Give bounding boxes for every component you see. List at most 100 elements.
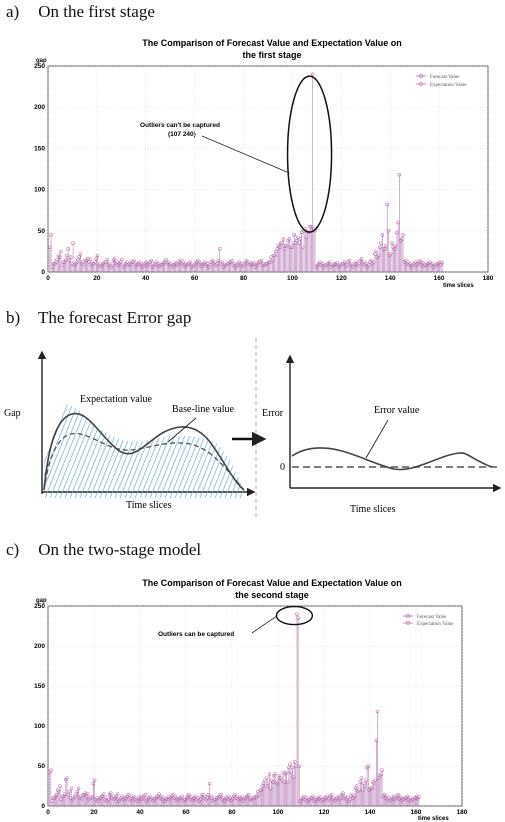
y-tick-label: 50	[38, 763, 46, 770]
data-point	[254, 263, 259, 268]
data-point	[406, 260, 410, 264]
data-point	[138, 794, 143, 799]
data-point	[149, 258, 154, 263]
data-point	[249, 261, 254, 266]
y-tick-label: 0	[41, 269, 45, 276]
data-point	[68, 796, 73, 800]
data-point	[228, 796, 233, 800]
data-point	[59, 797, 63, 802]
data-point	[292, 233, 297, 237]
y-tick-label: 200	[34, 104, 45, 111]
data-point	[355, 784, 359, 788]
data-point	[266, 260, 271, 264]
data-point	[56, 788, 60, 792]
data-point	[288, 762, 292, 767]
data-point	[242, 262, 246, 267]
data-point	[418, 258, 422, 263]
data-point	[249, 796, 253, 800]
data-point	[318, 260, 322, 264]
data-point	[191, 263, 195, 268]
data-point	[352, 263, 356, 268]
data-point	[304, 796, 308, 800]
data-point	[325, 261, 330, 266]
data-point	[379, 241, 383, 245]
data-point	[66, 247, 70, 251]
data-point	[407, 796, 412, 800]
data-point	[329, 793, 334, 797]
data-point	[380, 233, 385, 237]
data-point	[349, 261, 354, 266]
data-point	[196, 796, 200, 800]
data-point	[367, 263, 371, 268]
data-point	[332, 261, 337, 266]
x-tick-label: 180	[483, 275, 494, 282]
data-point	[394, 796, 398, 800]
data-point	[117, 261, 122, 266]
data-point	[219, 793, 223, 797]
data-point	[268, 786, 273, 791]
y-tick-label: 150	[34, 145, 45, 152]
data-point	[230, 797, 235, 801]
data-point	[267, 772, 272, 776]
data-point	[107, 261, 112, 266]
data-point	[380, 768, 384, 772]
y-tick-label: 200	[34, 643, 45, 650]
data-point	[150, 796, 154, 800]
data-point	[269, 778, 274, 783]
data-point	[257, 793, 261, 797]
data-point	[258, 788, 262, 792]
y-tick-label: 150	[34, 683, 45, 690]
data-point	[362, 260, 366, 264]
legend-expectation: Expectation Value	[430, 83, 467, 88]
data-point	[58, 784, 62, 788]
data-point	[401, 797, 405, 801]
data-point	[148, 794, 152, 799]
data-point	[335, 261, 339, 265]
data-point	[103, 260, 107, 264]
data-point	[232, 261, 237, 266]
chart-title-line2: the first stage	[242, 50, 301, 60]
data-point	[227, 260, 232, 264]
y-tick-label: 250	[34, 63, 45, 70]
data-point	[239, 261, 244, 266]
hatch-line	[89, 404, 131, 498]
x-tick-label: 80	[228, 809, 236, 816]
data-point	[49, 233, 53, 237]
data-point	[216, 258, 221, 263]
data-point	[164, 257, 168, 262]
data-point	[411, 263, 415, 268]
data-point	[271, 253, 276, 258]
x-tick-label: 80	[240, 275, 248, 282]
left-y-label: Gap	[4, 408, 21, 419]
data-point	[332, 796, 336, 800]
data-point	[61, 260, 66, 264]
data-point	[338, 796, 343, 800]
data-point	[354, 260, 359, 264]
data-point	[59, 249, 63, 254]
legend-forecast: Forecast Value	[417, 615, 447, 620]
data-point	[384, 794, 389, 799]
error-hatching	[44, 404, 244, 498]
data-point	[437, 260, 442, 264]
data-point	[110, 263, 114, 268]
data-point	[396, 220, 400, 225]
data-point	[276, 776, 281, 780]
data-point	[256, 789, 260, 794]
data-point	[330, 263, 334, 268]
data-point	[97, 797, 101, 802]
data-point	[295, 612, 299, 616]
data-point	[76, 786, 81, 791]
data-point	[428, 260, 432, 264]
data-point	[235, 263, 239, 268]
hatch-line	[49, 404, 91, 498]
data-point	[378, 245, 382, 250]
data-point	[49, 768, 53, 772]
legend-marker-forecast	[406, 614, 410, 618]
data-point	[73, 261, 78, 266]
data-point	[299, 797, 304, 802]
data-point	[385, 202, 389, 207]
data-point	[291, 775, 296, 779]
data-point	[389, 252, 393, 256]
section-letter: a)	[6, 2, 20, 21]
data-point	[415, 261, 420, 266]
